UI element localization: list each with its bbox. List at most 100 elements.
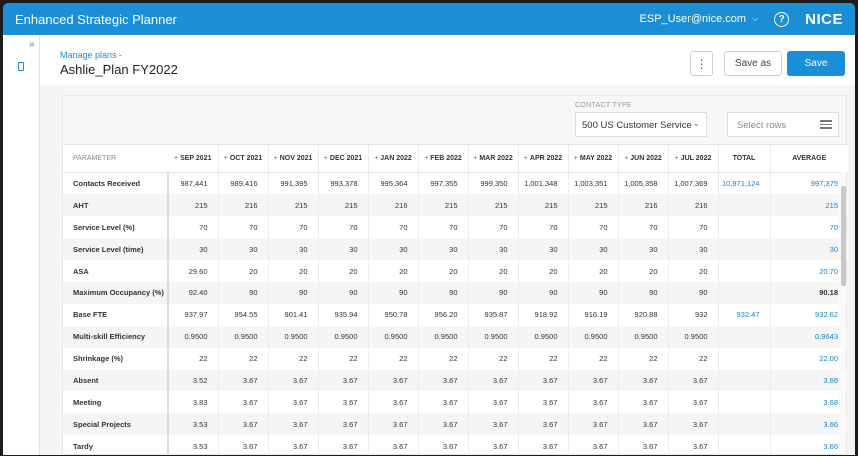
table-cell[interactable]: 22 xyxy=(368,347,419,370)
table-cell[interactable]: 90 xyxy=(468,281,519,304)
table-cell[interactable]: 1,005,358 xyxy=(618,172,669,195)
table-cell[interactable]: 70 xyxy=(168,216,219,239)
table-cell[interactable]: 950.78 xyxy=(368,303,419,326)
table-cell[interactable]: 0.9500 xyxy=(568,325,619,348)
table-cell[interactable]: 30 xyxy=(168,238,219,261)
table-cell[interactable]: 3.53 xyxy=(168,413,219,436)
table-cell[interactable]: 20 xyxy=(268,260,319,282)
table-cell[interactable]: 0.9500 xyxy=(618,325,669,348)
table-cell[interactable]: 70 xyxy=(518,216,569,239)
expand-plus-icon[interactable]: + xyxy=(424,155,429,162)
breadcrumb[interactable]: Manage plans - xyxy=(60,50,123,60)
table-cell[interactable]: 901.41 xyxy=(268,303,319,326)
table-cell[interactable]: 935.87 xyxy=(468,303,519,326)
table-cell[interactable]: 997,355 xyxy=(418,172,469,195)
table-cell[interactable]: 22 xyxy=(418,347,469,370)
table-cell[interactable]: 0.9500 xyxy=(468,325,519,348)
table-cell[interactable]: 3.67 xyxy=(468,413,519,436)
month-header[interactable]: + SEP 2021 xyxy=(168,144,219,173)
table-cell[interactable]: 916.19 xyxy=(568,303,619,326)
table-cell[interactable]: 20 xyxy=(318,260,369,282)
table-cell[interactable]: 30 xyxy=(468,238,519,261)
table-cell[interactable]: 90 xyxy=(268,281,319,304)
table-cell[interactable]: 3.67 xyxy=(368,391,419,414)
table-cell[interactable]: 3.67 xyxy=(268,435,319,455)
table-cell[interactable]: 22 xyxy=(618,347,669,370)
table-cell[interactable]: 29.60 xyxy=(168,260,219,282)
table-cell[interactable]: 3.67 xyxy=(268,369,319,392)
table-cell[interactable]: 90 xyxy=(368,281,419,304)
table-cell[interactable]: 0.9500 xyxy=(318,325,369,348)
table-cell[interactable]: 0.9500 xyxy=(368,325,419,348)
table-cell[interactable]: 937.97 xyxy=(168,303,219,326)
table-cell[interactable]: 3.52 xyxy=(168,369,219,392)
table-cell[interactable]: 70 xyxy=(268,216,319,239)
table-cell[interactable]: 22 xyxy=(318,347,369,370)
expand-icon[interactable]: » xyxy=(29,39,35,50)
table-cell[interactable]: 3.67 xyxy=(218,435,269,455)
month-header[interactable]: + MAR 2022 xyxy=(468,144,519,173)
expand-plus-icon[interactable]: + xyxy=(374,155,379,162)
table-cell[interactable]: 70 xyxy=(568,216,619,239)
table-cell[interactable]: 3.67 xyxy=(318,391,369,414)
table-cell[interactable]: 30 xyxy=(368,238,419,261)
month-header[interactable]: + JUL 2022 xyxy=(668,144,719,173)
table-cell[interactable]: 70 xyxy=(618,216,669,239)
table-cell[interactable]: 90 xyxy=(568,281,619,304)
table-cell[interactable]: 3.67 xyxy=(368,435,419,455)
table-cell[interactable]: 920.88 xyxy=(618,303,669,326)
save-as-button[interactable]: Save as xyxy=(724,51,782,76)
table-cell[interactable]: 90 xyxy=(518,281,569,304)
table-cell[interactable]: 3.67 xyxy=(618,391,669,414)
month-header[interactable]: + FEB 2022 xyxy=(418,144,469,173)
table-cell[interactable]: 70 xyxy=(668,216,719,239)
table-cell[interactable]: 22 xyxy=(268,347,319,370)
table-cell[interactable]: 3.67 xyxy=(218,391,269,414)
table-cell[interactable]: 3.67 xyxy=(618,369,669,392)
table-cell[interactable]: 3.67 xyxy=(368,369,419,392)
month-header[interactable]: + NOV 2021 xyxy=(268,144,319,173)
table-cell[interactable]: 3.67 xyxy=(668,413,719,436)
table-cell[interactable]: 995,364 xyxy=(368,172,419,195)
table-cell[interactable]: 3.67 xyxy=(518,435,569,455)
table-cell[interactable]: 954.55 xyxy=(218,303,269,326)
table-cell[interactable]: 999,350 xyxy=(468,172,519,195)
table-cell[interactable]: 30 xyxy=(268,238,319,261)
table-cell[interactable]: 989,416 xyxy=(218,172,269,195)
table-cell[interactable]: 3.67 xyxy=(318,369,369,392)
table-cell[interactable]: 22 xyxy=(518,347,569,370)
table-cell[interactable]: 90 xyxy=(668,281,719,304)
expand-plus-icon[interactable]: + xyxy=(273,155,278,162)
table-cell[interactable]: 70 xyxy=(368,216,419,239)
table-cell[interactable]: 3.67 xyxy=(218,413,269,436)
table-cell[interactable]: 1,007,369 xyxy=(668,172,719,195)
table-cell[interactable]: 20 xyxy=(418,260,469,282)
table-cell[interactable]: 22 xyxy=(168,347,219,370)
table-cell[interactable]: 30 xyxy=(568,238,619,261)
table-cell[interactable]: 3.67 xyxy=(568,413,619,436)
table-cell[interactable]: 215 xyxy=(518,194,569,217)
table-cell[interactable]: 20 xyxy=(518,260,569,282)
table-cell[interactable]: 30 xyxy=(218,238,269,261)
table-cell[interactable]: 3.67 xyxy=(618,435,669,455)
expand-plus-icon[interactable]: + xyxy=(223,155,228,162)
table-cell[interactable]: 0.9500 xyxy=(518,325,569,348)
table-cell[interactable]: 22 xyxy=(218,347,269,370)
table-cell[interactable]: 3.67 xyxy=(368,413,419,436)
table-cell[interactable]: 3.67 xyxy=(268,391,319,414)
table-cell[interactable]: 3.53 xyxy=(168,435,219,455)
table-cell[interactable]: 20 xyxy=(668,260,719,282)
month-header[interactable]: + OCT 2021 xyxy=(218,144,269,173)
table-cell[interactable]: 0.9500 xyxy=(218,325,269,348)
table-cell[interactable]: 30 xyxy=(668,238,719,261)
table-cell[interactable]: 3.67 xyxy=(518,413,569,436)
table-cell[interactable]: 3.67 xyxy=(668,391,719,414)
table-cell[interactable]: 3.67 xyxy=(418,413,469,436)
contact-type-select[interactable]: 500 US Customer Service ⌄ xyxy=(575,112,707,137)
table-cell[interactable]: 1,001,348 xyxy=(518,172,569,195)
table-cell[interactable]: 30 xyxy=(418,238,469,261)
table-cell[interactable]: 0.9500 xyxy=(168,325,219,348)
table-cell[interactable]: 3.67 xyxy=(518,391,569,414)
table-cell[interactable]: 216 xyxy=(618,194,669,217)
more-options-button[interactable]: ⋮ xyxy=(690,51,713,76)
